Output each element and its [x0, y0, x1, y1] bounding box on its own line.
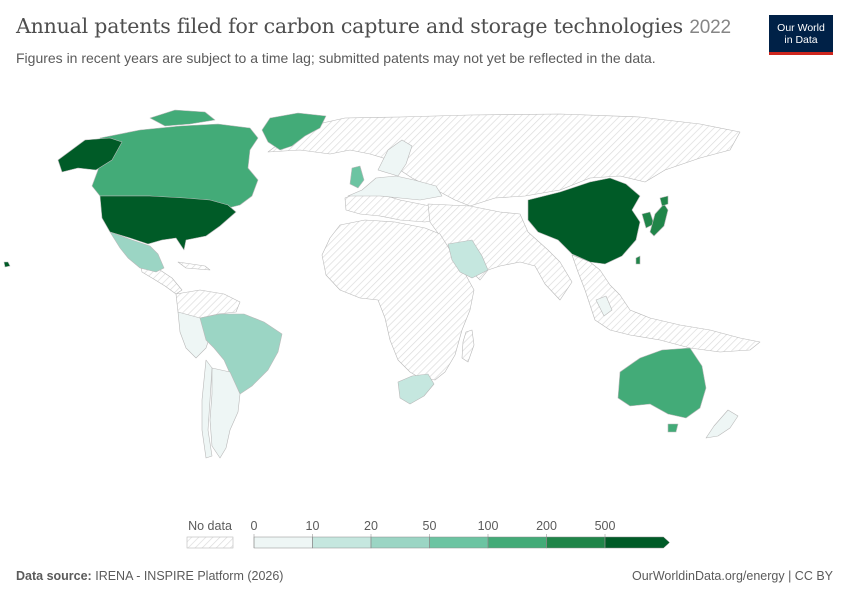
nodata-africa[interactable]	[321, 219, 475, 381]
nodata-caribbean[interactable]	[177, 261, 211, 271]
country-brazil[interactable]	[199, 313, 283, 395]
country-united-states-alaska[interactable]	[57, 137, 123, 173]
title-year: 2022	[689, 17, 731, 38]
country-australia[interactable]	[617, 347, 707, 419]
country-united-kingdom[interactable]	[349, 165, 365, 189]
legend-bin-swatch[interactable]	[312, 536, 372, 549]
legend-tick-label: 0	[251, 519, 258, 533]
nodata-southeast-asia[interactable]	[571, 254, 761, 353]
legend-tick-label: 500	[595, 519, 616, 533]
legend-tick-label: 20	[364, 519, 378, 533]
nodata-madagascar[interactable]	[461, 329, 475, 363]
legend-scale	[253, 536, 670, 549]
legend-no-data-label: No data	[188, 519, 232, 533]
country-mexico[interactable]	[109, 231, 165, 273]
legend-bin-swatch[interactable]	[253, 536, 313, 549]
legend-no-data[interactable]: No data	[186, 519, 234, 549]
legend-tick-label: 200	[536, 519, 557, 533]
owid-link[interactable]: OurWorldinData.org/energy | CC BY	[631, 569, 833, 583]
legend: No data 0 10 20 50 100 200 500	[186, 519, 670, 549]
legend-bin-swatch[interactable]	[429, 536, 489, 549]
legend-ticks: 0 10 20 50 100 200 500	[251, 519, 616, 548]
country-scandinavia[interactable]	[377, 139, 413, 177]
country-hawaii[interactable]	[3, 261, 11, 268]
country-canada-arctic-islands[interactable]	[149, 109, 216, 127]
legend-bin-swatch[interactable]	[604, 536, 670, 549]
owid-logo[interactable]: Our World in Data	[769, 15, 833, 55]
legend-bin-swatch[interactable]	[370, 536, 430, 549]
country-south-africa[interactable]	[397, 373, 435, 405]
country-chile[interactable]	[201, 359, 213, 459]
source-label: Data source:	[16, 569, 92, 583]
country-southeast-asia-data[interactable]	[595, 295, 613, 317]
legend-bin-swatch[interactable]	[487, 536, 547, 549]
source-text: IRENA - INSPIRE Platform (2026)	[95, 569, 284, 583]
country-tasmania[interactable]	[667, 423, 679, 433]
legend-tick-label: 100	[478, 519, 499, 533]
country-china[interactable]	[527, 177, 641, 265]
country-united-states[interactable]	[99, 195, 237, 251]
legend-bin-swatch[interactable]	[546, 536, 606, 549]
world-map	[3, 109, 761, 459]
logo-line-1: Our World	[777, 21, 825, 34]
chart-title: Annual patents filed for carbon capture …	[16, 14, 731, 39]
chart-subtitle: Figures in recent years are subject to a…	[16, 50, 656, 66]
legend-tick-label: 10	[306, 519, 320, 533]
country-saudi-arabia[interactable]	[447, 239, 489, 279]
nodata-europe-russia[interactable]	[267, 113, 741, 207]
country-taiwan[interactable]	[635, 255, 641, 265]
country-europe-west[interactable]	[347, 175, 443, 201]
legend-no-data-swatch	[186, 536, 234, 549]
legend-tick-label: 50	[423, 519, 437, 533]
country-new-zealand[interactable]	[705, 409, 739, 439]
logo-line-2: in Data	[784, 33, 818, 46]
title-text: Annual patents filed for carbon capture …	[16, 14, 684, 38]
country-greenland[interactable]	[261, 112, 327, 151]
data-source: Data source: IRENA - INSPIRE Platform (2…	[16, 569, 283, 583]
country-argentina[interactable]	[209, 367, 241, 459]
country-canada[interactable]	[91, 123, 259, 211]
country-japan-north[interactable]	[659, 195, 669, 207]
